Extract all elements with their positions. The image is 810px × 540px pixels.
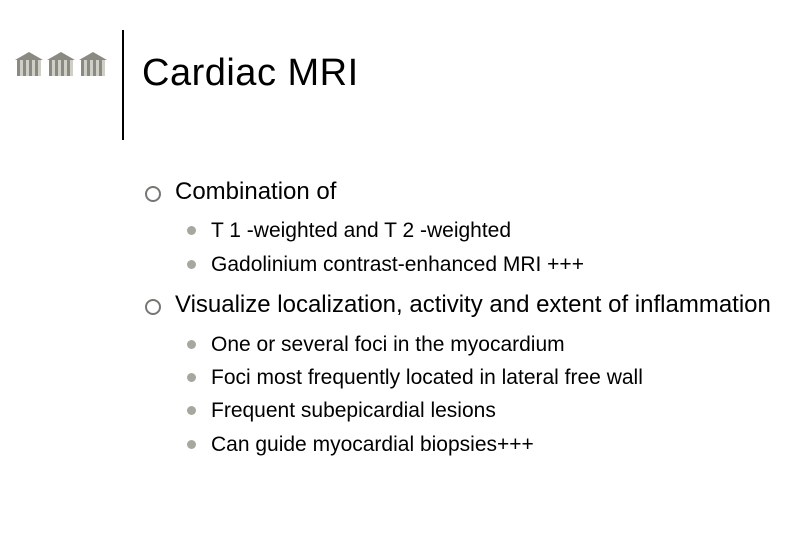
sub-list-item: Can guide myocardial biopsies+++ (187, 430, 790, 459)
list-item: Combination of T 1 -weighted and T 2 -we… (145, 176, 790, 279)
list-item-text: Combination of (175, 178, 336, 205)
title-divider (122, 30, 124, 140)
sub-list: T 1 -weighted and T 2 -weighted Gadolini… (187, 216, 790, 279)
building-icon (79, 50, 107, 76)
list-item-text: Visualize localization, activity and ext… (175, 291, 771, 318)
sub-list-item: Foci most frequently located in lateral … (187, 363, 790, 392)
slide-title: Cardiac MRI (142, 52, 359, 95)
slide: Cardiac MRI Combination of T 1 -weighted… (0, 0, 810, 540)
building-icon (47, 50, 75, 76)
logo-strip (15, 50, 107, 76)
sub-list: One or several foci in the myocardium Fo… (187, 330, 790, 460)
sub-list-item: One or several foci in the myocardium (187, 330, 790, 359)
slide-body: Combination of T 1 -weighted and T 2 -we… (145, 176, 790, 469)
building-icon (15, 50, 43, 76)
sub-list-item: Gadolinium contrast-enhanced MRI +++ (187, 250, 790, 279)
sub-list-item: Frequent subepicardial lesions (187, 396, 790, 425)
sub-list-item: T 1 -weighted and T 2 -weighted (187, 216, 790, 245)
list-item: Visualize localization, activity and ext… (145, 289, 790, 459)
bullet-list: Combination of T 1 -weighted and T 2 -we… (145, 176, 790, 459)
